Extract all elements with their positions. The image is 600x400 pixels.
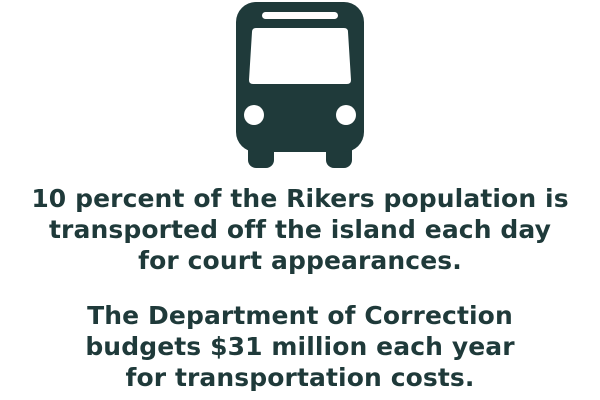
bus-left-headlight: [244, 105, 264, 125]
bus-destination-sign: [262, 12, 338, 19]
bus-right-headlight: [336, 105, 356, 125]
fact-line: 10 percent of the Rikers population is: [31, 184, 569, 213]
fact-rikers-population: 10 percent of the Rikers population is t…: [0, 183, 600, 276]
fact-line: budgets $31 million each year: [85, 332, 515, 361]
bus-icon: [236, 2, 364, 168]
fact-line: transported off the island each day: [49, 215, 551, 244]
fact-transportation-budget: The Department of Correction budgets $31…: [0, 300, 600, 393]
bus-windshield: [249, 28, 351, 84]
fact-line: for court appearances.: [138, 246, 462, 275]
fact-line: The Department of Correction: [87, 301, 513, 330]
fact-line: for transportation costs.: [125, 363, 475, 392]
